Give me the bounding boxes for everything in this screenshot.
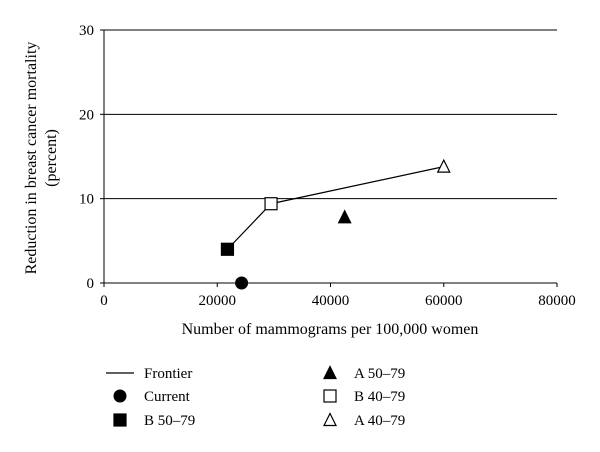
legend-marker-a-40-79 <box>323 412 337 427</box>
y-tick-label: 10 <box>79 192 94 208</box>
legend-label-a-50-79: A 50–79 <box>354 366 405 382</box>
axes <box>100 29 558 287</box>
data-points <box>220 158 451 290</box>
point-b-50-79 <box>220 242 235 256</box>
x-tick-label: 80000 <box>538 293 576 309</box>
x-tick-label: 40000 <box>312 293 350 309</box>
y-axis-label-line-2: (percent) <box>43 129 60 187</box>
legend-label-current: Current <box>144 389 191 405</box>
x-tick-label: 60000 <box>425 293 463 309</box>
legend-marker-current <box>113 389 127 403</box>
x-axis-label: Number of mammograms per 100,000 women <box>182 321 479 338</box>
y-tick-label: 30 <box>79 23 94 39</box>
grid-lines <box>104 29 557 200</box>
legend-label-b-40-79: B 40–79 <box>354 389 405 405</box>
frontier-series-line <box>227 166 444 250</box>
point-a-40-79 <box>436 158 451 173</box>
legend-marker-b-50-79 <box>113 413 127 427</box>
x-tick-label: 0 <box>100 293 108 309</box>
x-tick-label: 20000 <box>199 293 237 309</box>
legend-marker-a-50-79 <box>323 365 337 380</box>
y-tick-label: 0 <box>87 276 95 292</box>
frontier-line <box>227 166 444 250</box>
tick-labels: 0 20000 40000 60000 80000 0 10 20 30 <box>79 23 576 309</box>
point-current <box>235 276 249 290</box>
legend-marker-b-40-79 <box>323 389 337 403</box>
legend: Frontier Current B 50–79 A 50–79 B 40–79 A 40… <box>106 365 405 429</box>
legend-label-frontier: Frontier <box>144 366 192 382</box>
legend-label-b-50-79: B 50–79 <box>144 413 195 429</box>
y-tick-label: 20 <box>79 107 94 123</box>
point-a-50-79 <box>337 209 352 224</box>
legend-label-a-40-79: A 40–79 <box>354 413 405 429</box>
point-b-40-79 <box>264 197 278 211</box>
y-axis-label-line-1: Reduction in breast cancer mortality <box>23 42 40 275</box>
